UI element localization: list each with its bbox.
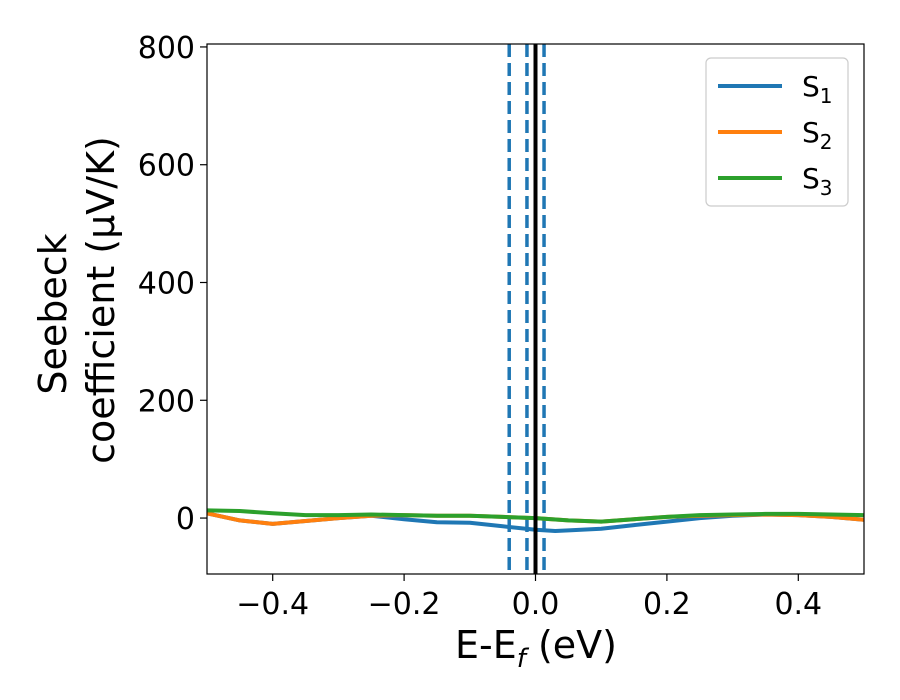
x-axis-label: E-Ef (eV) — [455, 623, 617, 674]
legend-label-s3: S3 — [802, 162, 833, 200]
y-axis-label-line2: coefficient (μV/K) — [79, 136, 123, 464]
legend-label-s1: S1 — [802, 70, 833, 108]
y-tick-label: 600 — [138, 149, 195, 184]
y-tick-label: 0 — [176, 502, 195, 537]
x-axis-label-unit: (eV) — [526, 623, 617, 667]
x-axis-ticks: −0.4 −0.2 0.0 0.2 0.4 — [236, 574, 822, 622]
legend-label-s2: S2 — [802, 116, 833, 154]
plot-area — [206, 43, 865, 575]
y-tick-label: 400 — [138, 267, 195, 302]
y-tick-label: 800 — [138, 31, 195, 66]
legend: S1 S2 S3 — [705, 57, 849, 207]
y-axis-ticks: 0 200 400 600 800 — [138, 31, 207, 537]
x-tick-label: −0.4 — [236, 587, 309, 622]
x-tick-label: 0.0 — [512, 587, 560, 622]
y-tick-label: 200 — [138, 384, 195, 419]
y-axis-label-line1: Seebeck — [31, 233, 75, 394]
plot-marks — [207, 44, 864, 574]
x-tick-label: 0.2 — [643, 587, 691, 622]
x-tick-label: −0.2 — [368, 587, 441, 622]
x-tick-label: 0.4 — [774, 587, 822, 622]
